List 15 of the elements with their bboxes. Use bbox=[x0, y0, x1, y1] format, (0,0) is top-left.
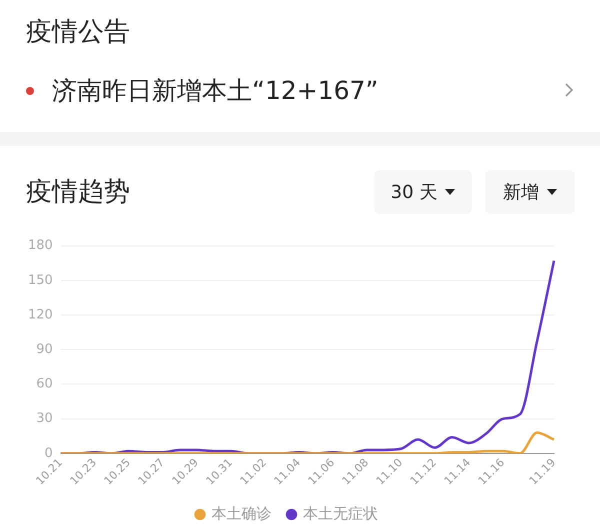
chart-title: 疫情趋势 bbox=[26, 176, 130, 209]
text: 新增 bbox=[503, 181, 539, 204]
legend-label: 本土确诊 bbox=[212, 504, 272, 522]
text: 疫情公告 bbox=[26, 16, 130, 49]
text: 30 天 bbox=[390, 181, 438, 204]
y-tick-label: 180 bbox=[28, 238, 53, 254]
legend-label: 本土无症状 bbox=[303, 504, 378, 522]
y-tick-label: 150 bbox=[28, 272, 53, 288]
text: 济南昨日新增本土“12+167” bbox=[52, 75, 378, 107]
y-tick-label: 0 bbox=[44, 446, 53, 461]
line-series bbox=[60, 431, 556, 454]
y-tick-label: 30 bbox=[36, 411, 53, 426]
y-tick-label: 60 bbox=[36, 376, 53, 392]
y-tick-label: 120 bbox=[28, 307, 53, 322]
y-tick-label: 90 bbox=[36, 342, 53, 357]
